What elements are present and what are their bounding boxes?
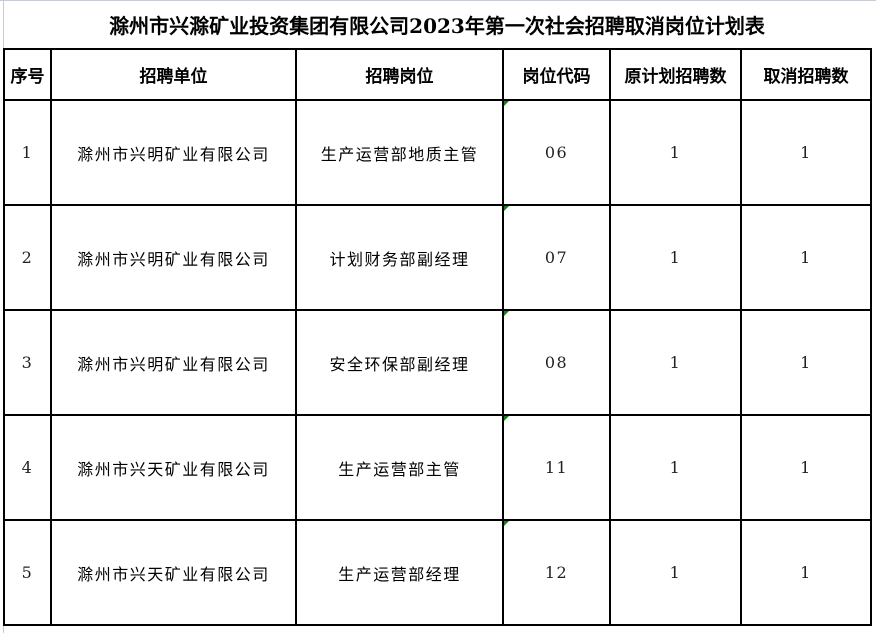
cell-text: 滁州市兴明矿业有限公司 (77, 249, 270, 269)
cell-text: 1 (669, 143, 682, 162)
index-cell[interactable]: 3 (3, 309, 52, 416)
cell-text: 07 (544, 248, 569, 267)
header-row: 序号 招聘单位 招聘岗位 岗位代码 原计划招聘数 取消招聘数 (3, 48, 872, 101)
plan-table: 序号 招聘单位 招聘岗位 岗位代码 原计划招聘数 取消招聘数 1 滁州市兴明矿业有… (3, 48, 872, 626)
planned-count-cell[interactable]: 1 (609, 309, 742, 416)
table-row: 4 滁州市兴天矿业有限公司 生产运营部主管 11 1 1 (3, 414, 872, 521)
sheet-gridline (0, 0, 876, 1)
cell-text: 12 (544, 563, 569, 582)
cell-text: 1 (21, 143, 34, 162)
index-cell[interactable]: 2 (3, 204, 52, 311)
cell-text: 计划财务部副经理 (329, 249, 470, 269)
cell-text: 滁州市兴明矿业有限公司 (77, 354, 270, 374)
planned-count-cell[interactable]: 1 (609, 99, 742, 206)
header-cell[interactable]: 岗位代码 (502, 48, 611, 101)
cancelled-count-cell[interactable]: 1 (740, 309, 872, 416)
position-cell[interactable]: 计划财务部副经理 (295, 204, 504, 311)
table-title[interactable]: 滁州市兴滁矿业投资集团有限公司2023年第一次社会招聘取消岗位计划表 (109, 13, 765, 38)
cell-text: 08 (544, 353, 569, 372)
text-number-indicator-icon (504, 311, 509, 316)
text-number-indicator-icon (504, 521, 509, 526)
cancelled-count-cell[interactable]: 1 (740, 99, 872, 206)
position-cell[interactable]: 生产运营部地质主管 (295, 99, 504, 206)
cell-text: 1 (800, 563, 812, 582)
code-cell[interactable]: 07 (502, 204, 611, 311)
code-cell[interactable]: 11 (502, 414, 611, 521)
position-cell[interactable]: 生产运营部经理 (295, 519, 504, 626)
cancelled-count-cell[interactable]: 1 (740, 414, 872, 521)
cell-text: 生产运营部主管 (338, 459, 461, 479)
cancelled-count-cell[interactable]: 1 (740, 519, 872, 626)
table-row: 1 滁州市兴明矿业有限公司 生产运营部地质主管 06 1 1 (3, 99, 872, 206)
index-cell[interactable]: 1 (3, 99, 52, 206)
table-row: 3 滁州市兴明矿业有限公司 安全环保部副经理 08 1 1 (3, 309, 872, 416)
unit-cell[interactable]: 滁州市兴天矿业有限公司 (50, 519, 297, 626)
cell-text: 1 (669, 563, 682, 582)
table-row: 2 滁州市兴明矿业有限公司 计划财务部副经理 07 1 1 (3, 204, 872, 311)
cell-text: 1 (800, 458, 812, 477)
code-cell[interactable]: 12 (502, 519, 611, 626)
cell-text: 1 (669, 248, 682, 267)
position-cell[interactable]: 安全环保部副经理 (295, 309, 504, 416)
cell-text: 1 (800, 353, 812, 372)
text-number-indicator-icon (504, 206, 509, 211)
unit-cell[interactable]: 滁州市兴明矿业有限公司 (50, 309, 297, 416)
cancelled-count-cell[interactable]: 1 (740, 204, 872, 311)
position-cell[interactable]: 生产运营部主管 (295, 414, 504, 521)
header-cell[interactable]: 取消招聘数 (740, 48, 872, 101)
cell-text: 1 (669, 458, 682, 477)
header-cell[interactable]: 招聘岗位 (295, 48, 504, 101)
cell-text: 5 (21, 563, 34, 582)
cell-text: 滁州市兴天矿业有限公司 (77, 459, 270, 479)
cell-text: 1 (800, 143, 812, 162)
cell-text: 安全环保部副经理 (329, 354, 470, 374)
cell-text: 1 (800, 248, 812, 267)
planned-count-cell[interactable]: 1 (609, 204, 742, 311)
cell-text: 2 (21, 248, 34, 267)
unit-cell[interactable]: 滁州市兴明矿业有限公司 (50, 204, 297, 311)
header-cell[interactable]: 原计划招聘数 (609, 48, 742, 101)
cell-text: 3 (21, 353, 34, 372)
text-number-indicator-icon (504, 101, 509, 106)
unit-cell[interactable]: 滁州市兴明矿业有限公司 (50, 99, 297, 206)
unit-cell[interactable]: 滁州市兴天矿业有限公司 (50, 414, 297, 521)
text-number-indicator-icon (504, 416, 509, 421)
cell-text: 滁州市兴明矿业有限公司 (77, 144, 270, 164)
cell-text: 06 (544, 143, 569, 162)
planned-count-cell[interactable]: 1 (609, 519, 742, 626)
index-cell[interactable]: 4 (3, 414, 52, 521)
header-cell[interactable]: 招聘单位 (50, 48, 297, 101)
code-cell[interactable]: 06 (502, 99, 611, 206)
table-row: 5 滁州市兴天矿业有限公司 生产运营部经理 12 1 1 (3, 519, 872, 626)
cell-text: 11 (544, 458, 569, 477)
cell-text: 4 (21, 458, 34, 477)
cell-text: 生产运营部地质主管 (320, 144, 479, 164)
cell-text: 1 (669, 353, 682, 372)
header-cell[interactable]: 序号 (3, 48, 52, 101)
cell-text: 生产运营部经理 (338, 564, 461, 584)
planned-count-cell[interactable]: 1 (609, 414, 742, 521)
index-cell[interactable]: 5 (3, 519, 52, 626)
cell-text: 滁州市兴天矿业有限公司 (77, 564, 270, 584)
code-cell[interactable]: 08 (502, 309, 611, 416)
